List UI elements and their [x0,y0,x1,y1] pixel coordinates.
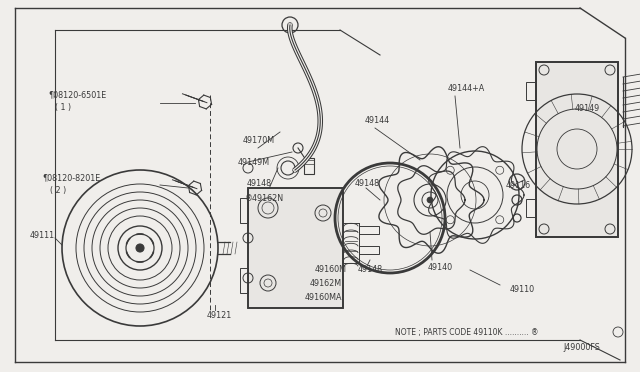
Text: 49148: 49148 [355,179,380,187]
Text: ¶08120-6501E: ¶08120-6501E [48,90,106,99]
Text: 49149M: 49149M [238,157,270,167]
Bar [304,158,314,174]
Text: J49000FS: J49000FS [563,343,600,353]
Bar [248,188,343,308]
Bar [240,268,248,293]
Bar [248,188,343,308]
Text: 49148: 49148 [247,179,272,187]
Text: 49116: 49116 [506,180,531,189]
Bar [359,226,379,234]
Bar [240,198,248,223]
Bar [526,199,536,217]
Text: ®49162N: ®49162N [245,193,284,202]
Text: 49111: 49111 [30,231,55,240]
Bar [536,62,618,237]
Bar [359,246,379,254]
Text: 49144+A: 49144+A [448,83,485,93]
Circle shape [427,197,433,203]
Text: 49149: 49149 [575,103,600,112]
Text: 49148: 49148 [358,266,383,275]
Text: 49160MA: 49160MA [305,294,342,302]
Text: 49140: 49140 [428,263,453,273]
Text: ( 2 ): ( 2 ) [50,186,67,195]
Text: ¶08120-8201E: ¶08120-8201E [42,173,100,183]
Text: ( 1 ): ( 1 ) [55,103,71,112]
Text: 49121: 49121 [207,311,232,320]
Text: 49160M: 49160M [315,266,347,275]
Bar [526,82,536,100]
Text: 49162M: 49162M [310,279,342,288]
Text: 49144: 49144 [365,115,390,125]
Bar [536,62,618,237]
Text: 49170M: 49170M [243,135,275,144]
Text: 49110: 49110 [510,285,535,295]
Circle shape [136,244,144,252]
Text: NOTE ; PARTS CODE 49110K .......... ®: NOTE ; PARTS CODE 49110K .......... ® [395,327,538,337]
